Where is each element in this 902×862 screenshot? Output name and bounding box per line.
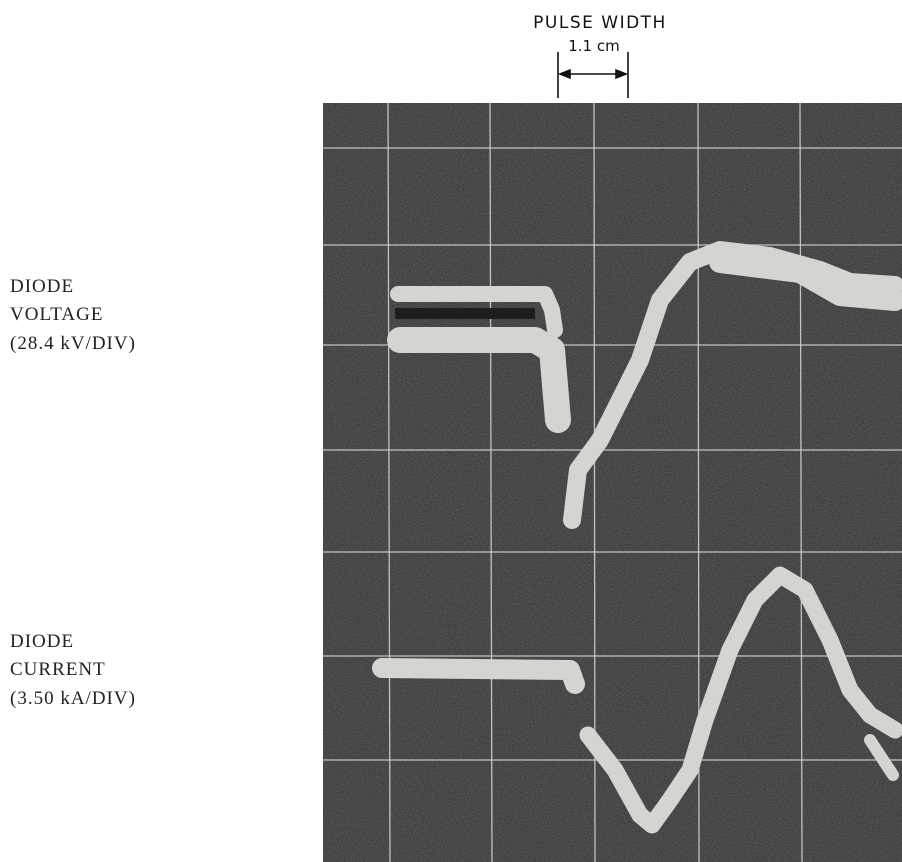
figure: PULSE WIDTH 1.1 cm DIODE VOLTAGE (28.4 k… xyxy=(0,0,902,862)
pulse-width-arrow xyxy=(558,52,628,98)
current-label: DIODE CURRENT (3.50 kA/DIV) xyxy=(10,631,136,709)
pulse-width-measure: 1.1 cm xyxy=(568,37,619,55)
label-line: (28.4 kV/DIV) xyxy=(10,333,136,354)
label-line: VOLTAGE xyxy=(10,304,103,325)
pulse-width-title: PULSE WIDTH xyxy=(533,13,667,33)
label-line: DIODE xyxy=(10,276,74,297)
oscilloscope-screen xyxy=(323,103,902,862)
label-line: (3.50 kA/DIV) xyxy=(10,688,136,709)
label-line: DIODE xyxy=(10,631,74,652)
voltage-label: DIODE VOLTAGE (28.4 kV/DIV) xyxy=(10,276,136,354)
label-line: CURRENT xyxy=(10,659,106,680)
